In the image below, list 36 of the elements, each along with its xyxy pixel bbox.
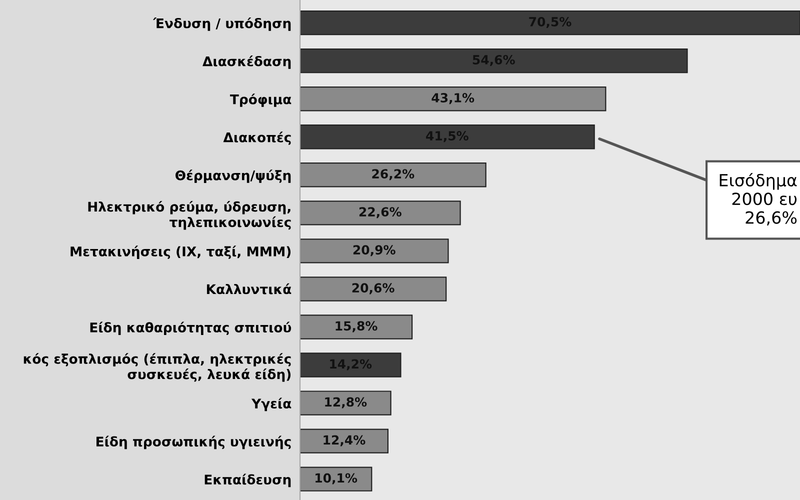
y-tick-label: Θέρμανση/ψύξη [175, 170, 291, 183]
y-tick-label: Διασκέδαση [202, 56, 291, 69]
bar [300, 466, 372, 492]
y-tick-label: Είδη προσωπικής υγιεινής [96, 436, 291, 450]
y-tick-label: Διακοπές [223, 132, 291, 145]
y-tick-label: Μετακινήσεις (ΙΧ, ταξί, ΜΜΜ) [70, 246, 291, 259]
data-label: 12,4% [324, 435, 366, 446]
bar [300, 200, 461, 226]
y-tick-label: Ένδυση / υπόδηση [153, 18, 291, 31]
bar [300, 162, 486, 188]
annotation: Εισόδημα 2000 ευ 26,6% [720, 172, 797, 226]
data-label: 26,2% [372, 169, 414, 180]
bar [300, 314, 413, 340]
y-tick-label: κός εξοπλισμός (έπιπλα, ηλεκτρικές συσκευές, λευκά είδη) [24, 353, 291, 382]
y-tick-label: Καλλυντικά [206, 283, 292, 294]
y-tick-label: Τρόφιμα [230, 94, 292, 107]
y-tick-label: Είδη καθαριότητας σπιτιού [90, 322, 292, 336]
bar [300, 352, 402, 378]
y-tick-label: Ηλεκτρικό ρεύμα, ύδρευση, τηλεπικοινωνίες [88, 200, 291, 230]
bar [300, 86, 606, 112]
bar [300, 428, 388, 454]
bar [300, 276, 447, 302]
bar [300, 390, 392, 416]
bar [300, 48, 688, 74]
data-label: 20,9% [353, 245, 396, 256]
data-label: 15,8% [336, 321, 378, 332]
y-tick-label: Υγεία [251, 398, 292, 412]
bar [300, 124, 595, 150]
data-label: 22,6% [359, 207, 402, 218]
data-label: 10,1% [316, 473, 358, 484]
bar [300, 238, 449, 264]
bar [300, 10, 800, 36]
y-tick-label: Εκπαίδευση [204, 474, 291, 488]
data-label: 43,1% [432, 93, 474, 104]
data-label: 20,6% [352, 283, 394, 294]
data-label: 12,8% [325, 397, 367, 408]
